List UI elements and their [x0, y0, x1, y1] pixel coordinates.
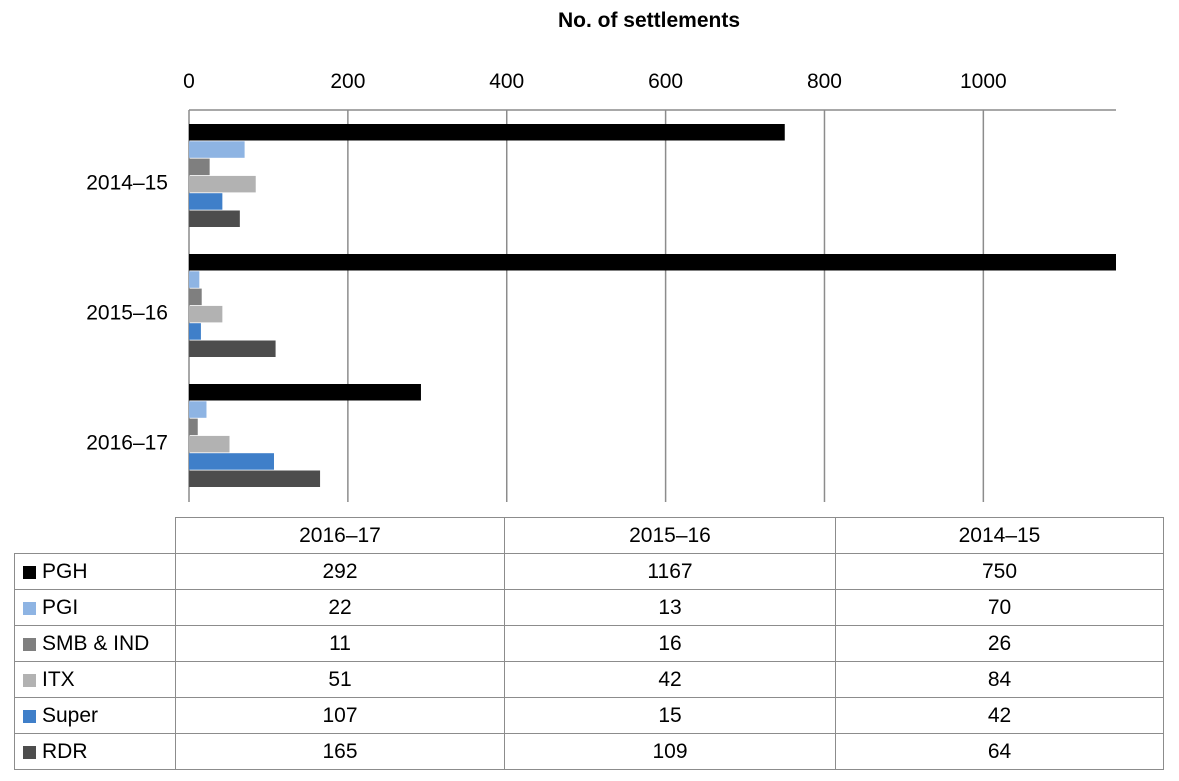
- legend-swatch: [23, 637, 36, 651]
- table-cell: 13: [504, 589, 836, 626]
- legend-series-cell: PGH: [14, 553, 176, 590]
- table-cell: 165: [175, 733, 505, 770]
- legend-swatch: [23, 601, 36, 615]
- legend-label: Super: [42, 703, 99, 727]
- table-row: ITX 51 42 84: [14, 661, 1164, 698]
- bar-smb-ind-2016–17: [189, 418, 198, 436]
- bar-itx-2014–15: [189, 175, 256, 193]
- table-cell: 16: [504, 625, 836, 662]
- bars: [189, 124, 1116, 487]
- bar-rdr-2014–15: [189, 210, 240, 227]
- legend-series-cell: ITX: [14, 661, 176, 698]
- table-cell: 42: [504, 661, 836, 698]
- category-label: 2015–16: [86, 301, 168, 324]
- table-corner: [14, 517, 176, 554]
- table-header-cell: 2015–16: [504, 517, 836, 554]
- bar-super-2015–16: [189, 323, 201, 340]
- table-cell: 107: [175, 697, 505, 734]
- bar-super-2016–17: [189, 453, 274, 470]
- x-axis-ticks: 0 200 400 600 800 1000: [183, 70, 1007, 93]
- legend-series-cell: RDR: [14, 733, 176, 770]
- table-row: PGH 292 1167 750: [14, 553, 1164, 590]
- bar-pgi-2016–17: [189, 401, 207, 418]
- table-row: SMB & IND 11 16 26: [14, 625, 1164, 662]
- legend-series-cell: Super: [14, 697, 176, 734]
- x-tick-label: 0: [183, 70, 195, 93]
- legend-label: RDR: [42, 739, 88, 763]
- table-cell: 1167: [504, 553, 836, 590]
- table-cell: 51: [175, 661, 505, 698]
- legend-swatch: [23, 709, 36, 723]
- table-cell: 292: [175, 553, 505, 590]
- bar-pgh-2016–17: [189, 384, 421, 401]
- x-tick-label: 600: [648, 70, 683, 93]
- legend-label: ITX: [42, 667, 75, 691]
- table-header-row: 2016–17 2015–16 2014–15: [14, 517, 1164, 554]
- x-tick-label: 800: [807, 70, 842, 93]
- data-table: 2016–17 2015–16 2014–15 PGH 292 1167 750 PGI…: [14, 517, 1164, 770]
- bar-smb-ind-2015–16: [189, 288, 202, 306]
- category-label: 2016–17: [86, 431, 168, 454]
- x-axis-title: No. of settlements: [558, 9, 740, 32]
- bar-rdr-2016–17: [189, 470, 321, 487]
- x-tick-label: 200: [330, 70, 365, 93]
- table-cell: 15: [504, 697, 836, 734]
- table-header-cell: 2016–17: [175, 517, 505, 554]
- table-row: RDR 165 109 64: [14, 733, 1164, 770]
- table-cell: 84: [835, 661, 1164, 698]
- bar-pgi-2014–15: [189, 141, 245, 158]
- table-cell: 70: [835, 589, 1164, 626]
- bar-itx-2015–16: [189, 305, 223, 323]
- table-cell: 11: [175, 625, 505, 662]
- bar-pgi-2015–16: [189, 271, 200, 288]
- bar-rdr-2015–16: [189, 340, 276, 357]
- grid-lines: [188, 109, 1116, 502]
- category-label: 2014–15: [86, 171, 168, 194]
- legend-swatch: [23, 745, 36, 759]
- table-cell: 109: [504, 733, 836, 770]
- bar-itx-2016–17: [189, 435, 230, 453]
- x-tick-label: 1000: [960, 70, 1007, 93]
- bar-pgh-2014–15: [189, 124, 785, 141]
- x-tick-label: 400: [489, 70, 524, 93]
- bar-smb-ind-2014–15: [189, 158, 210, 176]
- bar-pgh-2015–16: [189, 254, 1116, 271]
- table-cell: 22: [175, 589, 505, 626]
- table-cell: 64: [835, 733, 1164, 770]
- table-row: PGI 22 13 70: [14, 589, 1164, 626]
- bar-chart: No. of settlements 0 200 400 600 800 1000 201…: [86, 9, 1116, 502]
- legend-series-cell: PGI: [14, 589, 176, 626]
- table-header-cell: 2014–15: [835, 517, 1164, 554]
- category-labels: 2014–15 2015–16 2016–17: [86, 171, 168, 454]
- legend-label: PGH: [42, 559, 88, 583]
- bar-super-2014–15: [189, 193, 223, 210]
- table-cell: 26: [835, 625, 1164, 662]
- legend-swatch: [23, 565, 36, 579]
- table-row: Super 107 15 42: [14, 697, 1164, 734]
- legend-series-cell: SMB & IND: [14, 625, 176, 662]
- table-cell: 42: [835, 697, 1164, 734]
- legend-label: SMB & IND: [42, 631, 150, 655]
- legend-label: PGI: [42, 595, 79, 619]
- table-cell: 750: [835, 553, 1164, 590]
- legend-swatch: [23, 673, 36, 687]
